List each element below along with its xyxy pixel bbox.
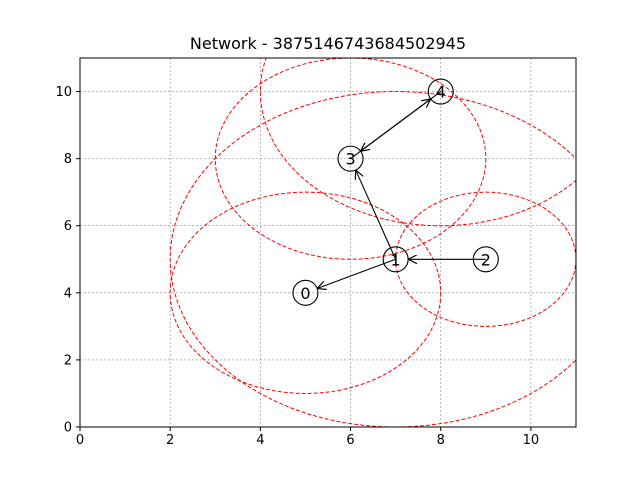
y-tick-label: 0 (64, 421, 72, 436)
node-label-2: 2 (481, 250, 491, 269)
y-tick-label: 4 (64, 286, 72, 301)
x-tick-label: 2 (166, 433, 174, 448)
node-4 (427, 78, 454, 105)
x-tick-label: 4 (256, 433, 264, 448)
node-label-1: 1 (391, 250, 401, 269)
edge-1-3 (356, 170, 397, 260)
x-tick-label: 8 (437, 433, 445, 448)
chart-title: Network - 3875146743684502945 (190, 34, 466, 53)
node-label-3: 3 (345, 150, 355, 169)
range-circle-0 (169, 191, 442, 394)
y-tick-label: 6 (64, 219, 72, 234)
plot-frame (79, 57, 577, 428)
edge-1-0 (317, 258, 396, 288)
nodes: 0 1 2 3 4 (292, 78, 499, 306)
x-tick-label: 10 (523, 433, 540, 448)
x-tick-label: 0 (76, 433, 84, 448)
grid (79, 58, 576, 428)
range-circles (169, 58, 576, 427)
x-tick-label: 6 (346, 433, 354, 448)
node-2 (472, 246, 499, 273)
node-label-4: 4 (436, 83, 446, 102)
range-circle-1 (169, 91, 576, 427)
range-circle-4 (259, 58, 576, 227)
y-tick-label: 2 (64, 353, 72, 368)
node-0 (292, 279, 319, 306)
y-tick-label: 8 (64, 152, 72, 167)
y-tick-label: 10 (55, 85, 72, 100)
edge-4-3 (361, 91, 442, 152)
node-3 (337, 145, 364, 172)
node-1 (382, 246, 409, 273)
node-label-0: 0 (300, 284, 310, 303)
